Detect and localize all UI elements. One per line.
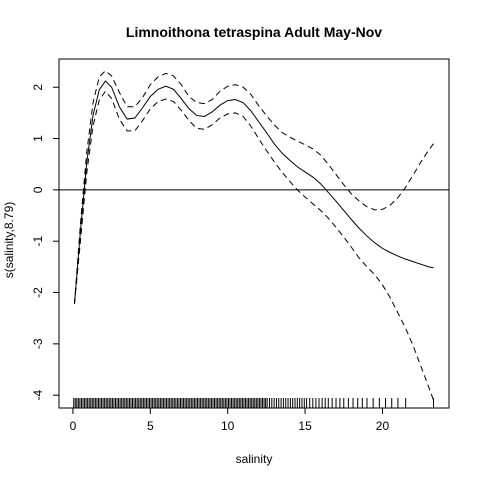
y-tick-label: -2	[31, 287, 45, 298]
lower-band-line	[73, 90, 434, 401]
x-tick-label: 20	[376, 419, 390, 433]
upper-band-line	[73, 70, 434, 304]
y-tick-label: -3	[31, 338, 45, 349]
y-tick-label: -1	[31, 236, 45, 247]
y-tick-label: 0	[31, 186, 45, 193]
y-tick-label: 1	[31, 135, 45, 142]
x-tick-label: 10	[221, 419, 235, 433]
smooth-fit-line	[73, 80, 434, 304]
chart-title: Limnoithona tetraspina Adult May-Nov	[126, 24, 382, 40]
y-tick-label: 2	[31, 84, 45, 91]
x-tick-label: 0	[70, 419, 77, 433]
y-tick-label: -4	[31, 390, 45, 401]
plot-frame	[58, 58, 450, 409]
x-axis-label: salinity	[236, 452, 273, 466]
x-tick-label: 15	[298, 419, 312, 433]
x-tick-label: 5	[147, 419, 154, 433]
y-axis-label: s(salinity,8.79)	[2, 202, 16, 278]
